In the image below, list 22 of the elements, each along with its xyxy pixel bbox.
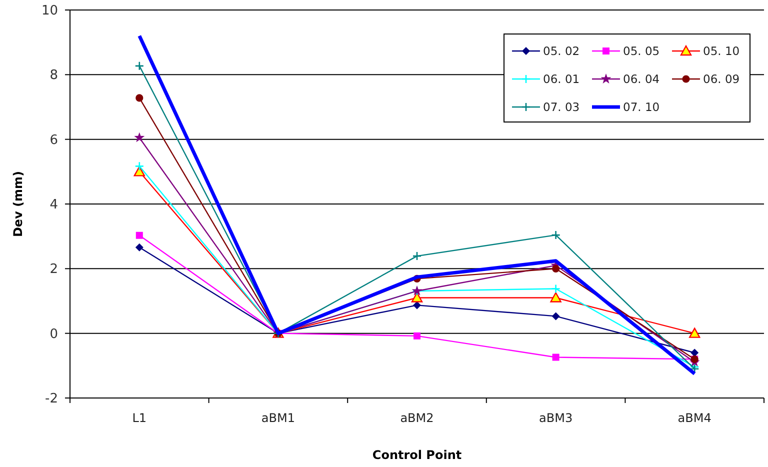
legend-label: 05. 10 (703, 44, 740, 58)
x-tick-label: aBM4 (678, 411, 712, 425)
legend-label: 06. 01 (543, 72, 580, 86)
y-tick-label: 4 (50, 198, 58, 213)
legend-label: 06. 04 (623, 72, 660, 86)
x-tick-label: L1 (132, 411, 147, 425)
legend-label: 06. 09 (703, 72, 740, 86)
x-tick-label: aBM3 (539, 411, 573, 425)
y-tick-label: -2 (45, 392, 58, 407)
legend-label: 05. 02 (543, 44, 580, 58)
y-tick-label: 2 (50, 262, 58, 278)
legend-label: 05. 05 (623, 44, 660, 58)
y-axis-title: Dev (mm) (11, 170, 25, 238)
y-tick-label: 8 (50, 68, 58, 84)
x-tick-label: aBM1 (261, 411, 295, 425)
y-tick-label: 0 (50, 326, 58, 342)
y-tick-label: 10 (41, 4, 58, 19)
legend-label: 07. 03 (543, 100, 580, 114)
legend-label: 07. 10 (623, 100, 660, 114)
x-tick-label: aBM2 (400, 411, 434, 425)
x-axis-title: Control Point (372, 448, 462, 462)
y-tick-label: 6 (50, 132, 58, 148)
